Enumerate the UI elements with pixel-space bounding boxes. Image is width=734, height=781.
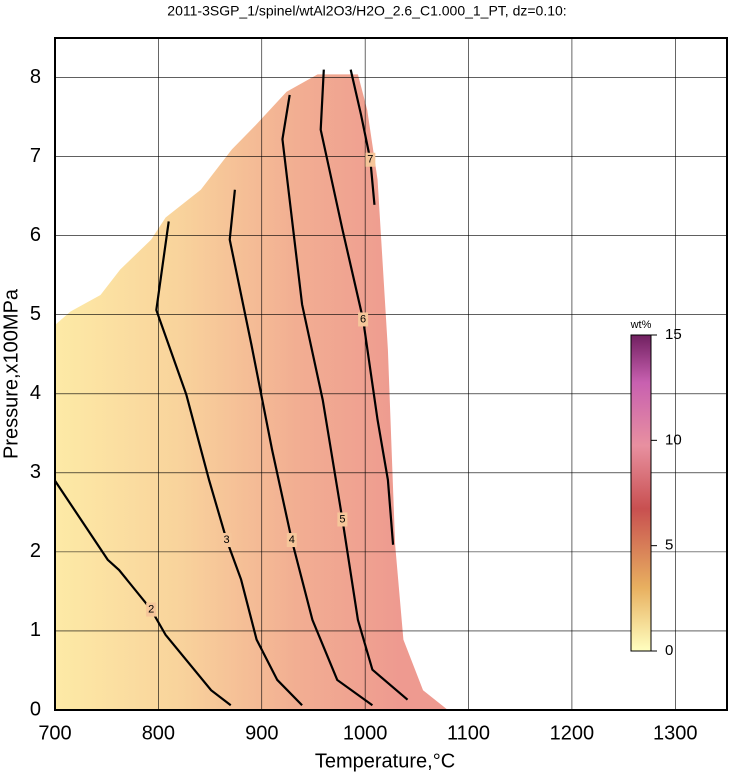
x-tick-label: 1100 [447,722,490,744]
contour-label: 7 [367,154,373,166]
colorbar-tick-label: 15 [665,326,682,343]
y-tick-label: 2 [30,540,41,562]
chart-title: 2011-3SGP_1/spinel/wtAl2O3/H2O_2.6_C1.00… [167,3,566,19]
contour-label-bg [365,152,376,167]
y-tick-label: 4 [30,382,41,404]
colorbar-label: wt% [630,319,652,331]
contour-label: 5 [339,513,345,525]
y-tick-label: 6 [30,224,41,246]
y-axis-label: Pressure,x100MPa [0,288,22,459]
contour-label-bg [221,533,232,548]
stability-field [55,74,448,710]
y-tick-label: 3 [30,461,41,483]
contour-label-bg [358,312,369,327]
x-tick-label: 800 [142,722,175,744]
contour-label-bg [146,602,157,617]
x-tick-label: 700 [38,722,71,744]
y-tick-label: 0 [30,698,41,720]
colorbar-tick-label: 0 [665,642,673,659]
x-tick-label: 1000 [343,722,388,744]
x-tick-label: 1300 [653,722,698,744]
y-tick-label: 7 [30,145,41,167]
x-tick-label: 1200 [550,722,595,744]
y-tick-label: 5 [30,303,41,325]
colorbar-tick-label: 10 [665,431,682,448]
x-axis-label: Temperature,°C [315,750,455,772]
contour-line [228,189,374,707]
colorbar-tick-label: 5 [665,537,673,554]
contour-label: 3 [224,534,230,546]
y-tick-label: 1 [30,619,41,641]
contour-label: 2 [148,604,154,616]
contour-label: 6 [360,313,366,325]
x-tick-label: 900 [245,722,278,744]
contour-label: 4 [289,534,295,546]
plot-frame [54,37,728,711]
contour-line [349,69,376,205]
colorbar [630,334,652,652]
contour-label-bg [337,512,348,527]
y-tick-label: 8 [30,66,41,88]
contour-line [281,94,409,701]
contour-label-bg [286,533,297,548]
